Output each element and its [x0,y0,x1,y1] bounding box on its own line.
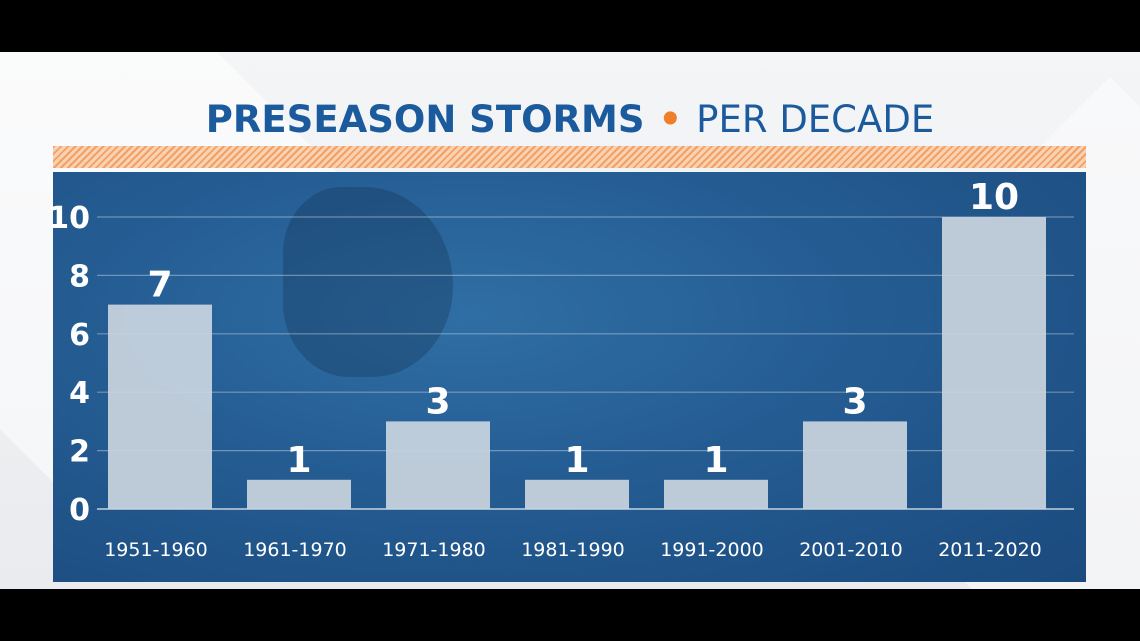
x-tick-label: 1981-1990 [521,539,625,561]
x-tick-label: 2001-2010 [799,539,903,561]
y-tick-label: 0 [69,493,90,528]
bar-1951-1960 [108,304,212,509]
data-labels: 7 1 3 1 1 3 10 [147,177,1019,481]
letterbox-bottom [0,589,1140,641]
y-tick-label: 4 [69,376,90,411]
data-label: 1 [703,440,728,481]
y-tick-label: 2 [69,435,90,470]
bar-2011-2020 [942,217,1046,509]
y-axis-tick-labels: 0 2 4 6 8 10 [48,201,90,528]
bar-1961-1970 [247,479,351,509]
bar-1981-1990 [525,479,629,509]
bars [108,217,1046,509]
bar-1971-1980 [386,421,490,509]
bar-1991-2000 [664,479,768,509]
title-main: PRESEASON STORMS [205,98,645,141]
y-tick-label: 6 [69,318,90,353]
data-label: 1 [564,440,589,481]
x-axis-tick-labels: 1951-1960 1961-1970 1971-1980 1981-1990 1991… [104,539,1042,561]
chart-title: PRESEASON STORMS • PER DECADE [0,98,1140,142]
hatched-divider [53,146,1086,168]
y-tick-label: 8 [69,259,90,294]
bar-2001-2010 [803,421,907,509]
x-tick-label: 1961-1970 [243,539,347,561]
data-label: 7 [147,265,172,306]
x-tick-label: 1971-1980 [382,539,486,561]
letterbox-top [0,0,1140,52]
x-tick-label: 1991-2000 [660,539,764,561]
data-label: 3 [842,381,867,422]
x-tick-label: 1951-1960 [104,539,208,561]
chart-panel [53,172,1086,582]
x-tick-label: 2011-2020 [938,539,1042,561]
data-label: 1 [286,440,311,481]
title-separator: • [658,98,683,141]
data-label: 3 [425,381,450,422]
data-label: 10 [969,177,1019,218]
y-tick-label: 10 [48,201,90,236]
title-sub: PER DECADE [696,98,935,141]
